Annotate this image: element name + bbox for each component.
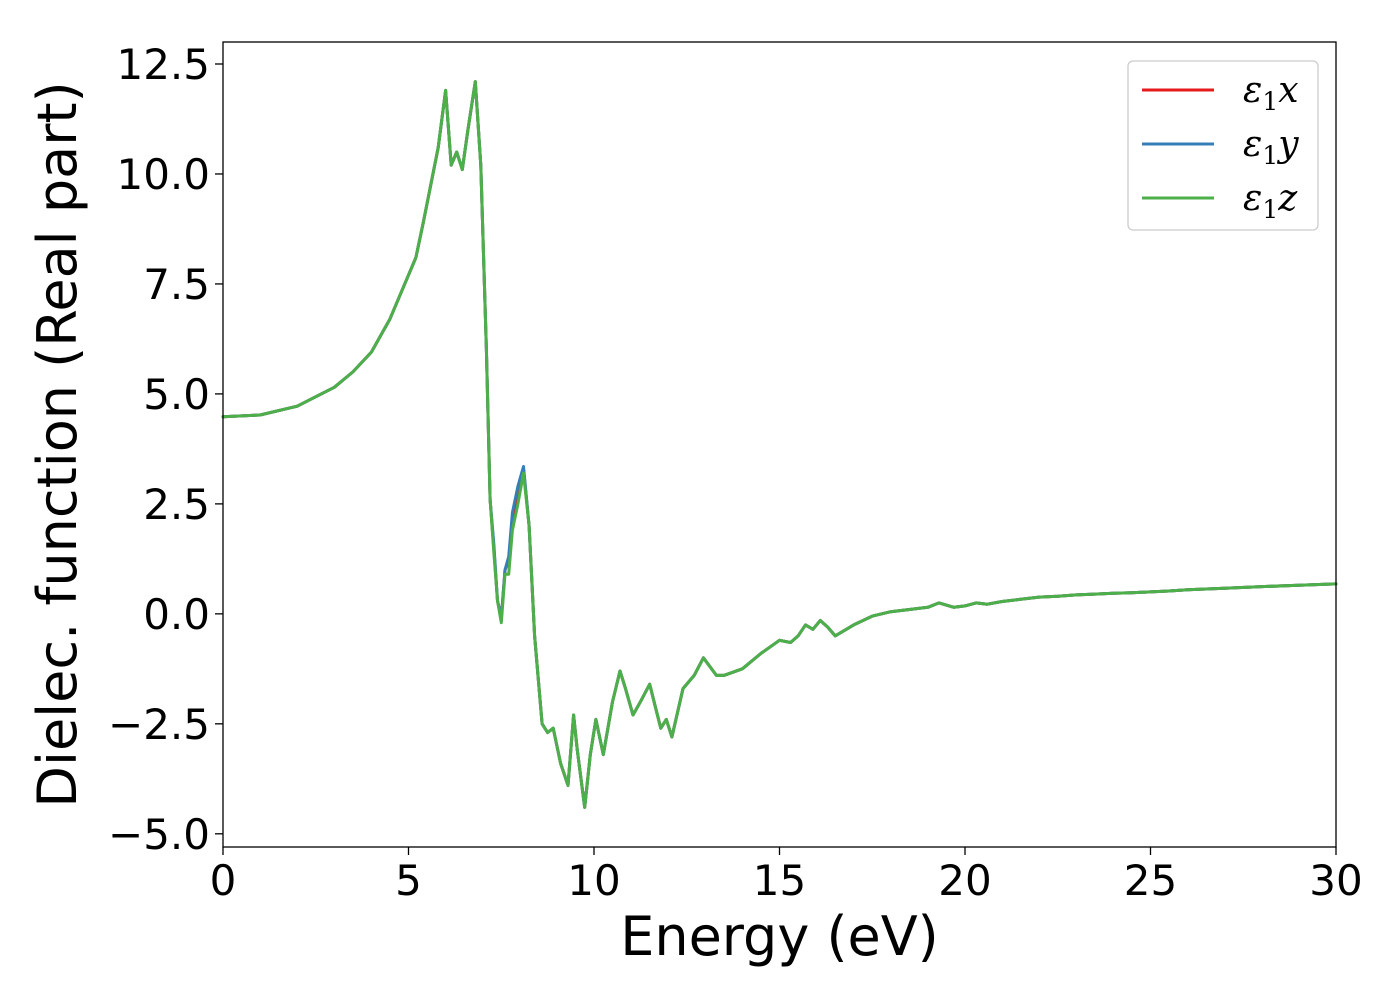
x-tick-label: 30	[1309, 856, 1362, 905]
y-tick-label: 12.5	[116, 40, 210, 89]
x-axis-label: Energy (eV)	[620, 905, 939, 968]
legend-label-1: ε1x	[1243, 70, 1299, 116]
y-tick-label: 2.5	[143, 480, 210, 529]
y-tick-label: 5.0	[143, 370, 210, 419]
legend: ε1x ε1y ε1z	[1127, 60, 1319, 231]
y-tick-label: 0.0	[143, 590, 210, 639]
x-tick-label: 15	[753, 856, 806, 905]
y-axis-ticks: −5.0 −2.5 0.0 2.5 5.0 7.5 10.0 12.5	[108, 40, 223, 859]
legend-frame	[1127, 60, 1319, 231]
legend-label-2: ε1y	[1243, 124, 1299, 170]
x-tick-label: 0	[210, 856, 237, 905]
y-tick-label: 10.0	[116, 150, 210, 199]
x-tick-label: 10	[567, 856, 620, 905]
y-axis-label: Dielec. function (Real part)	[26, 81, 89, 807]
series-layer	[221, 80, 1338, 809]
legend-label-3: ε1z	[1243, 178, 1298, 224]
legend-items: ε1x ε1y ε1z	[1142, 70, 1299, 224]
y-tick-label: −2.5	[108, 700, 210, 749]
y-tick-label: −5.0	[108, 810, 210, 859]
x-tick-label: 20	[938, 856, 991, 905]
series-line-3	[221, 80, 1338, 809]
x-axis-ticks: 0 5 10 15 20 25 30	[210, 847, 1363, 905]
x-tick-label: 25	[1124, 856, 1177, 905]
x-tick-label: 5	[395, 856, 422, 905]
y-tick-label: 7.5	[143, 260, 210, 309]
